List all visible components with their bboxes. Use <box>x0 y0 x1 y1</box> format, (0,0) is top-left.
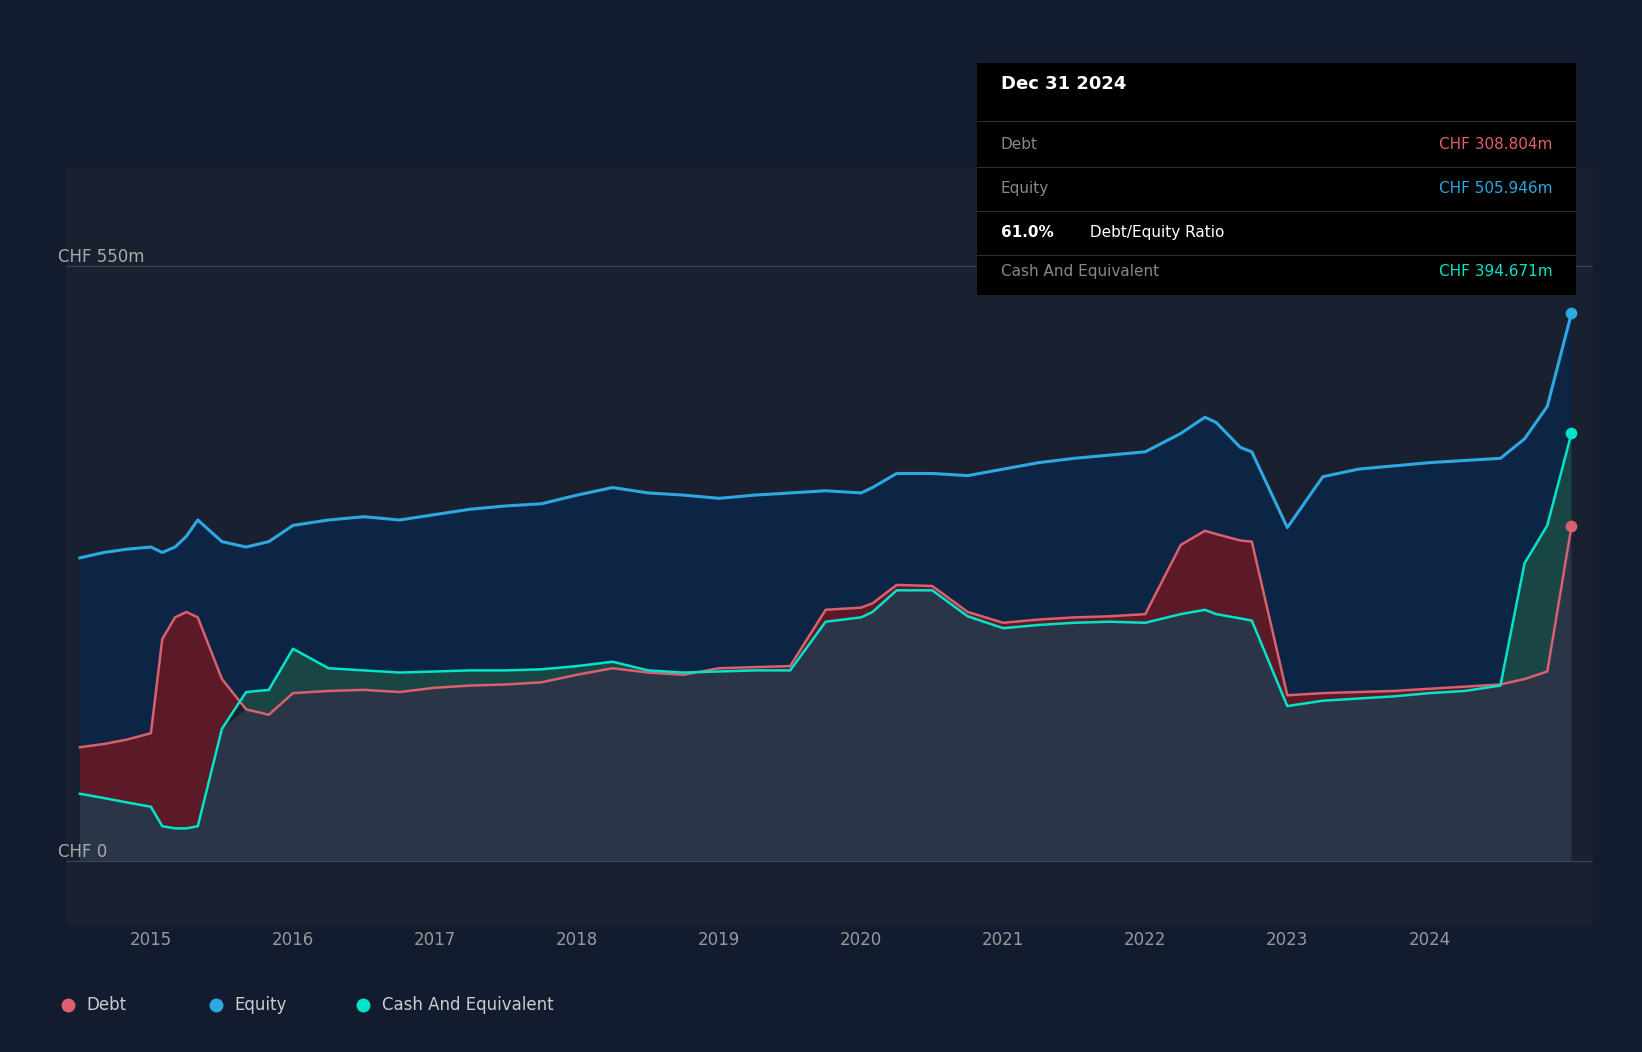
Text: Debt: Debt <box>1002 137 1038 153</box>
Text: Equity: Equity <box>233 995 286 1014</box>
Text: CHF 308.804m: CHF 308.804m <box>1438 137 1552 153</box>
Text: CHF 505.946m: CHF 505.946m <box>1438 181 1552 196</box>
Text: Dec 31 2024: Dec 31 2024 <box>1002 75 1126 93</box>
Text: CHF 394.671m: CHF 394.671m <box>1438 264 1552 280</box>
Point <box>1558 305 1585 322</box>
Text: Equity: Equity <box>1002 181 1049 196</box>
Text: CHF 0: CHF 0 <box>57 843 107 861</box>
Text: CHF 550m: CHF 550m <box>57 247 144 266</box>
Point <box>1558 425 1585 442</box>
Point <box>1558 518 1585 534</box>
Text: Cash And Equivalent: Cash And Equivalent <box>1002 264 1159 280</box>
Text: Debt/Equity Ratio: Debt/Equity Ratio <box>1085 225 1225 240</box>
Text: 61.0%: 61.0% <box>1002 225 1054 240</box>
Text: Cash And Equivalent: Cash And Equivalent <box>381 995 553 1014</box>
Text: Debt: Debt <box>87 995 126 1014</box>
